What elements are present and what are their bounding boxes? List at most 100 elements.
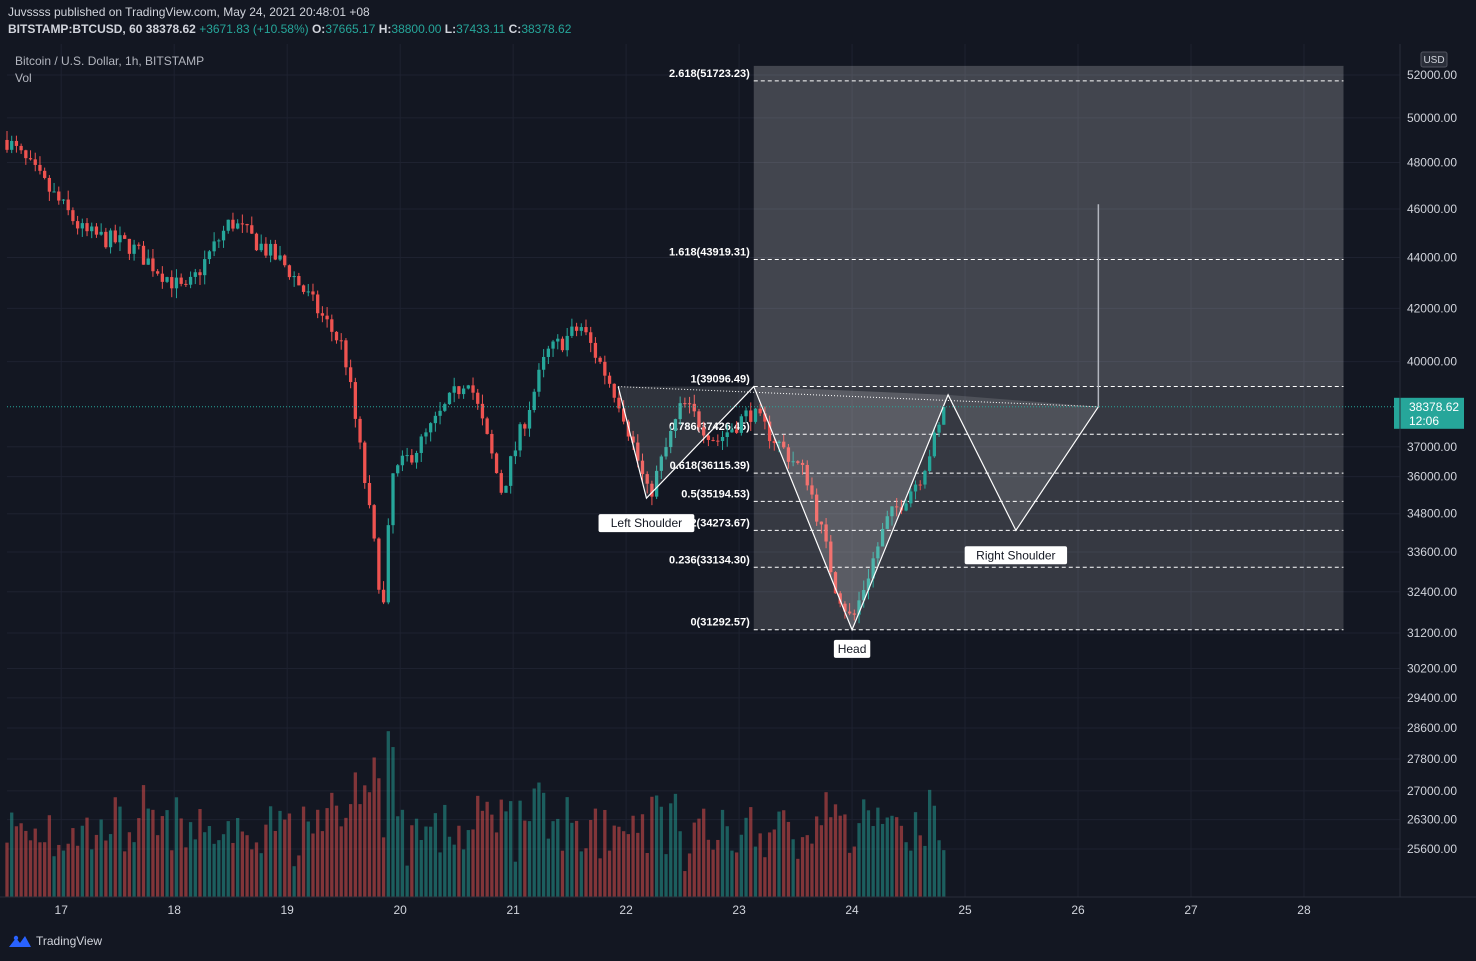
candle-body (711, 439, 715, 441)
candle-body (28, 158, 33, 160)
candle-body (890, 506, 894, 517)
candle-body (782, 441, 786, 448)
high-label: H: (378, 22, 392, 36)
volume-bar (942, 850, 946, 897)
candle-body (664, 447, 668, 457)
price-axis-tick: 36000.00 (1407, 470, 1457, 484)
candle-body (66, 199, 70, 211)
volume-bar (80, 825, 84, 897)
pattern-label-box (598, 514, 695, 533)
volume-bar (885, 817, 889, 897)
candle-body (702, 427, 706, 436)
footer-brand-label: TradingView (36, 934, 103, 948)
price-axis-tick: 34800.00 (1407, 507, 1457, 521)
candle-body (532, 391, 536, 410)
series-legend[interactable]: Bitcoin / U.S. Dollar, 1h, BITSTAMP Vol (15, 53, 204, 87)
volume-bar (283, 819, 287, 897)
time-axis-tick: 22 (619, 903, 633, 917)
volume-bar (160, 816, 164, 897)
candle-body (518, 424, 522, 451)
price-tag-box (1394, 397, 1464, 429)
volume-bars (5, 731, 946, 897)
volume-bar (203, 832, 207, 897)
candle-body (414, 452, 419, 463)
candle-body (574, 326, 579, 331)
volume-bar (565, 797, 569, 897)
volume-bar (14, 826, 19, 897)
volume-bar (791, 839, 795, 897)
candle-body (207, 251, 212, 260)
candle-body (391, 473, 395, 526)
candle-body (603, 361, 607, 376)
volume-bar (880, 823, 885, 897)
volume-bar (165, 810, 169, 897)
volume-bar (579, 851, 583, 897)
volume-bar (452, 844, 456, 897)
volume-bar (396, 816, 400, 897)
volume-bar (348, 804, 353, 897)
price-axis-tick: 40000.00 (1407, 355, 1457, 369)
candle-body (513, 450, 518, 457)
volume-bar (509, 801, 513, 897)
candle-body (862, 590, 866, 601)
candle-body (240, 223, 245, 225)
volume-bar (683, 871, 687, 897)
volume-bar (52, 856, 56, 897)
volume-bar (424, 826, 428, 897)
candle-body (160, 273, 164, 282)
candle-body (165, 277, 169, 282)
time-axis-tick: 23 (732, 903, 746, 917)
volume-bar (306, 821, 310, 897)
volume-bar (240, 831, 245, 897)
candle-body (805, 464, 809, 486)
series-title: Bitcoin / U.S. Dollar, 1h, BITSTAMP (15, 54, 205, 68)
volume-bar (236, 817, 240, 897)
price-axis[interactable]: 52000.00 50000.00 48000.00 46000.00 44000.00… (1394, 44, 1476, 897)
candle-body (490, 433, 494, 454)
candle-body (146, 258, 150, 265)
pattern-label: Head (838, 642, 867, 656)
candle-body (739, 416, 743, 433)
candle-body (800, 462, 805, 465)
volume-bar (593, 808, 598, 897)
volume-bar (782, 810, 786, 897)
candle-body (772, 441, 776, 444)
footer-brand[interactable]: TradingView (8, 934, 102, 948)
pattern-label-box (964, 546, 1068, 565)
volume-bar (923, 845, 927, 897)
price-axis-tick: 44000.00 (1407, 251, 1457, 265)
candle-body (504, 485, 508, 493)
candle-body (645, 474, 649, 484)
volume-bar (320, 831, 325, 897)
candle-body (179, 277, 183, 284)
volume-bar (66, 843, 70, 897)
price-axis-tick: 32400.00 (1407, 585, 1457, 599)
volume-bar (711, 849, 715, 897)
candle-body (556, 338, 560, 342)
candle-body (301, 285, 306, 292)
candle-body (631, 436, 635, 443)
volume-bar (273, 830, 277, 897)
volume-bar (353, 772, 357, 897)
candle-body (429, 423, 433, 433)
volume-bar (532, 788, 536, 897)
time-axis[interactable]: 17 18 19 20 21 22 23 24 25 26 27 28 (0, 44, 1476, 923)
candle-body (810, 485, 814, 495)
volume-bar (556, 818, 560, 897)
volume-bar (123, 851, 127, 897)
volume-bar (28, 840, 33, 897)
candle-body (198, 272, 202, 276)
volume-bar (763, 857, 767, 897)
volume-bar (720, 809, 725, 897)
candle-body (551, 341, 555, 349)
candle-body (297, 276, 301, 286)
volume-bar (786, 821, 791, 897)
candle-body (673, 419, 678, 431)
time-axis-tick: 27 (1184, 903, 1198, 917)
volume-bar (829, 817, 833, 897)
volume-bar (504, 811, 508, 897)
symbol-label: BITSTAMP:BTCUSD, 60 (8, 22, 143, 36)
volume-bar (127, 832, 132, 897)
candle-body (61, 199, 66, 201)
